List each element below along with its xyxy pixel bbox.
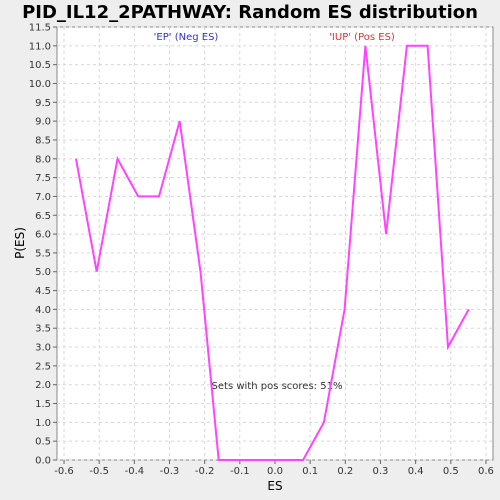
y-tick-label: 2.5 — [35, 361, 51, 372]
x-tick-label: 0.0 — [267, 466, 283, 477]
x-tick-label: 0.4 — [408, 466, 424, 477]
x-tick-label: 0.2 — [337, 466, 353, 477]
y-tick-label: 6.0 — [35, 230, 51, 241]
y-tick-label: 4.5 — [35, 286, 51, 297]
x-tick-label: -0.6 — [54, 466, 74, 477]
y-tick-label: 0.5 — [35, 437, 51, 448]
y-tick-label: 0.0 — [35, 456, 51, 467]
y-tick-label: 4.0 — [35, 305, 51, 316]
y-tick-label: 10.5 — [29, 60, 51, 71]
x-tick-label: -0.5 — [89, 466, 109, 477]
x-tick-label: -0.3 — [160, 466, 180, 477]
neg-annotation: 'EP' (Neg ES) — [154, 32, 219, 43]
x-tick-label: -0.2 — [195, 466, 215, 477]
y-tick-label: 8.5 — [35, 135, 51, 146]
x-tick-label: -0.4 — [125, 466, 145, 477]
y-tick-label: 2.0 — [35, 380, 51, 391]
y-tick-label: 3.0 — [35, 343, 51, 354]
y-tick-label: 8.0 — [35, 154, 51, 165]
y-tick-label: 11.5 — [29, 23, 51, 34]
y-tick-label: 5.5 — [35, 248, 51, 259]
y-axis: 0.0 0.5 1.0 1.5 2.0 2.5 3.0 3.5 4.0 4.5 5.0 5.5 6.0 6… — [29, 23, 57, 467]
y-tick-label: 9.0 — [35, 117, 51, 128]
y-tick-label: 5.0 — [35, 267, 51, 278]
y-tick-label: 9.5 — [35, 98, 51, 109]
y-tick-label: 1.0 — [35, 418, 51, 429]
y-axis-label: P(ES) — [13, 227, 27, 259]
summary-annotation: Sets with pos scores: 51% — [212, 381, 343, 392]
y-tick-label: 7.5 — [35, 173, 51, 184]
chart-title: PID_IL12_2PATHWAY: Random ES distributio… — [22, 2, 478, 23]
grid-lines — [57, 26, 493, 461]
x-axis: -0.6 -0.5 -0.4 -0.3 -0.2 -0.1 0.0 0.1 0.2 0.3 0.4 0… — [54, 460, 494, 477]
x-tick-label: 0.3 — [373, 466, 389, 477]
x-tick-label: -0.1 — [230, 466, 250, 477]
x-axis-label: ES — [267, 479, 282, 493]
y-tick-label: 3.5 — [35, 324, 51, 335]
pos-annotation: 'IUP' (Pos ES) — [329, 32, 395, 43]
y-tick-label: 10.0 — [29, 79, 51, 90]
x-tick-label: 0.5 — [443, 466, 459, 477]
y-tick-label: 11.0 — [29, 41, 51, 52]
y-tick-label: 1.5 — [35, 399, 51, 410]
y-tick-label: 6.5 — [35, 211, 51, 222]
es-distribution-line — [75, 44, 470, 461]
x-tick-label: 0.1 — [302, 466, 318, 477]
y-tick-label: 7.0 — [35, 192, 51, 203]
x-tick-label: 0.6 — [478, 466, 494, 477]
